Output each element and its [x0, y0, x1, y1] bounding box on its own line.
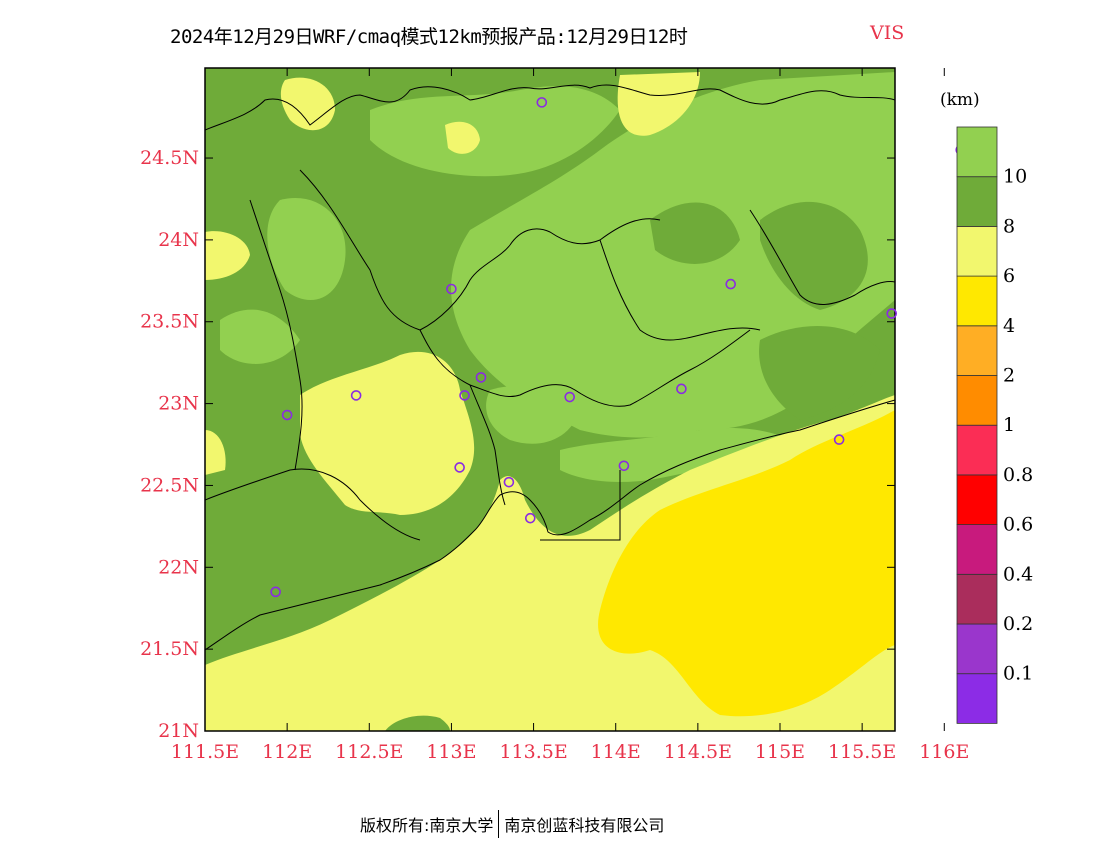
colorbar-label: 0.6 [1003, 514, 1033, 536]
station-marker [475, 372, 487, 383]
colorbar-label: 1 [1003, 414, 1015, 436]
colorbar: 0.1 0.2 0.4 0.6 0.8 1 2 4 6 8 10 [956, 126, 1033, 724]
field-6-8-central [300, 351, 475, 515]
colorbar-bin [956, 325, 998, 376]
station-marker [564, 391, 576, 403]
colorbar-label: 8 [1003, 215, 1015, 237]
lon-tick-label: 113E [426, 741, 476, 763]
colorbar-bin [956, 424, 998, 476]
colorbar-bin [956, 176, 998, 227]
footer-divider [498, 810, 500, 838]
colorbar-label: 0.1 [1003, 663, 1033, 685]
lon-tick-label: 113.5E [499, 741, 567, 763]
station-marker [725, 278, 737, 290]
station-marker [454, 462, 465, 473]
map-frame [204, 67, 896, 732]
variable-name: VIS [870, 22, 905, 44]
colorbar-label: 0.4 [1003, 563, 1033, 585]
colorbar-bin [956, 573, 998, 625]
field-6-8-ne-blob [617, 72, 700, 136]
field-6-8-north-blob [280, 77, 335, 131]
colorbar-bin [956, 623, 998, 675]
station-marker [886, 308, 898, 319]
colorbar-unit: (km) [940, 90, 980, 110]
lon-tick-label: 112.5E [335, 741, 403, 763]
station-marker [536, 97, 548, 108]
colorbar-bin [956, 524, 998, 575]
field-6-8-west-blob2 [205, 430, 226, 475]
colorbar-bin [956, 126, 998, 178]
colorbar-label: 2 [1003, 365, 1015, 387]
lat-tick-label: 24.5N [140, 147, 199, 169]
field-8-10-east-c [759, 326, 880, 420]
colorbar-bin [956, 225, 998, 277]
lon-tick-label: 114.5E [664, 741, 732, 763]
station-marker [524, 512, 536, 524]
station-marker [281, 409, 293, 421]
station-marker [676, 383, 687, 395]
lon-axis: 111.5E 112E 112.5E 113E 113.5E 114E 114.5E 115E… [171, 68, 969, 763]
lat-axis: 21N 21.5N 22N 22.5N 23N 23.5N 24N 24.5N [140, 147, 895, 742]
lat-tick-label: 21.5N [140, 638, 199, 660]
station-marker [270, 586, 281, 598]
colorbar-label: 0.2 [1003, 613, 1033, 635]
lon-tick-label: 111.5E [171, 741, 239, 763]
lat-tick-label: 23N [158, 393, 199, 415]
copyright-company: 南京创蓝科技有限公司 [504, 816, 665, 835]
figure-title: 2024年12月29日WRF/cmaq模式12km预报产品:12月29日12时 [170, 26, 688, 48]
station-marker [618, 460, 630, 472]
field-above-10-west [267, 198, 346, 300]
field-8-10-east-a [650, 202, 740, 264]
field-above-10-north [370, 86, 620, 177]
copyright-footer: 版权所有:南京大学 南京创蓝科技有限公司 [360, 810, 664, 838]
field-8-10-east-b [760, 201, 868, 310]
lat-tick-label: 21N [158, 720, 199, 742]
coastline [205, 399, 895, 651]
lat-tick-label: 24N [158, 229, 199, 251]
lon-tick-label: 115.5E [828, 741, 896, 763]
field-6-8-north-blob2 [445, 121, 480, 154]
station-marker [446, 283, 457, 295]
lat-tick-label: 23.5N [140, 311, 199, 333]
lat-tick-label: 22N [158, 556, 199, 578]
station-marker [459, 390, 470, 401]
colorbar-label: 10 [1003, 166, 1027, 188]
station-markers [270, 97, 967, 598]
colorbar-bin [956, 673, 998, 724]
colorbar-bin [956, 375, 998, 426]
station-marker [350, 390, 362, 401]
field-above-10-central [486, 386, 580, 444]
colorbar-label: 4 [1003, 315, 1015, 337]
copyright-owner: 版权所有:南京大学 [360, 816, 494, 835]
colorbar-label: 0.8 [1003, 464, 1033, 486]
field-4-6-sea [598, 410, 895, 717]
colorbar-label: 6 [1003, 265, 1015, 287]
colorbar-bin [956, 474, 998, 525]
field-8-10-bottom [385, 715, 450, 731]
lat-tick-label: 22.5N [140, 474, 199, 496]
field-6-8-west-blob [205, 231, 250, 280]
lon-tick-label: 116E [919, 741, 969, 763]
field-above-10-west2 [220, 309, 300, 364]
lon-tick-label: 112E [262, 741, 312, 763]
field-above-10-coast [560, 428, 790, 482]
lon-tick-label: 114E [591, 741, 641, 763]
station-marker [833, 434, 845, 445]
station-marker [503, 476, 515, 488]
admin-boundaries [205, 84, 895, 541]
colorbar-bin [956, 275, 998, 327]
visibility-field [205, 68, 895, 731]
lon-tick-label: 115E [755, 741, 805, 763]
